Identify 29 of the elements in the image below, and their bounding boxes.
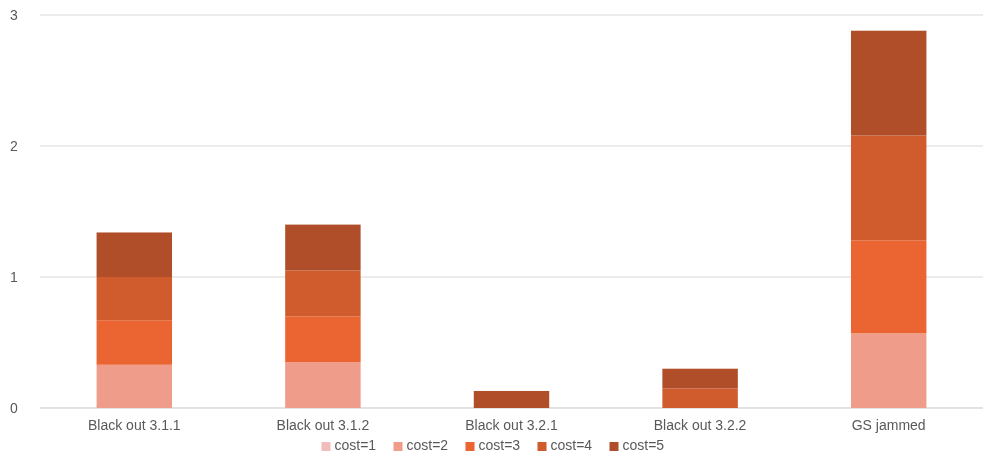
legend-label: cost=2 xyxy=(406,437,449,453)
bar xyxy=(662,388,738,408)
x-tick-label: GS jammed xyxy=(851,417,926,433)
legend-label: cost=4 xyxy=(550,437,593,453)
bar xyxy=(96,320,173,365)
x-tick-label: Black out 3.1.1 xyxy=(87,417,181,433)
bar xyxy=(473,390,550,408)
bar xyxy=(850,135,927,241)
bar xyxy=(285,362,361,408)
y-tick-label: 3 xyxy=(10,6,19,23)
bar xyxy=(850,30,927,136)
bar xyxy=(850,240,927,334)
x-tick-label: Black out 3.2.2 xyxy=(653,417,747,433)
legend-label: cost=5 xyxy=(622,437,665,453)
bar xyxy=(96,232,173,277)
y-tick-label: 0 xyxy=(10,399,19,416)
bar xyxy=(96,277,173,321)
bar xyxy=(850,333,927,408)
bar xyxy=(285,270,361,317)
y-tick-label: 2 xyxy=(10,137,19,154)
bar xyxy=(285,224,361,271)
bar xyxy=(285,316,361,363)
bar xyxy=(662,368,738,389)
y-tick-label: 1 xyxy=(10,268,19,285)
legend-label: cost=1 xyxy=(334,437,377,453)
bar xyxy=(96,364,173,408)
legend-label: cost=3 xyxy=(478,437,521,453)
x-tick-label: Black out 3.2.1 xyxy=(465,417,559,433)
x-tick-label: Black out 3.1.2 xyxy=(276,417,370,433)
